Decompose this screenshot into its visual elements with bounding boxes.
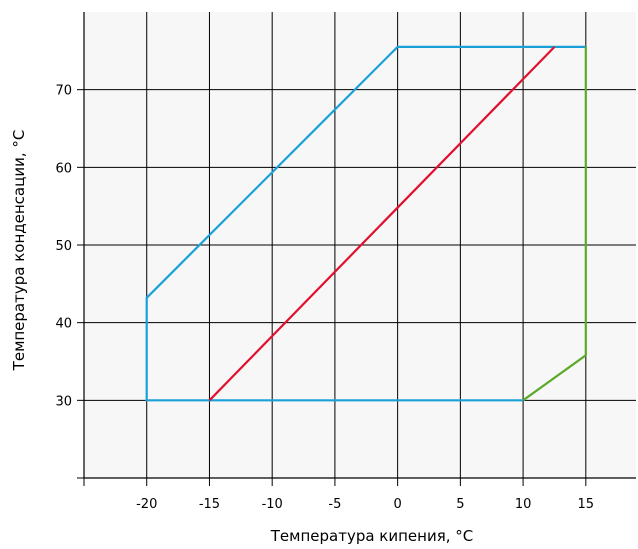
x-tick-label: 10 <box>515 497 532 512</box>
y-tick-labels: 30 40 50 60 70 <box>55 84 72 410</box>
x-tick-label: -15 <box>199 497 220 512</box>
x-tick-label: 0 <box>393 497 401 512</box>
y-tick-label: 60 <box>55 161 72 176</box>
x-tick-label: -5 <box>328 497 341 512</box>
x-axis-title: Температура кипения, °C <box>270 527 474 545</box>
series-line-3 <box>522 46 587 402</box>
x-tick-label: 15 <box>578 497 595 512</box>
y-axis-title: Температура конденсации, °C <box>10 130 28 372</box>
y-tick-label: 70 <box>55 84 72 99</box>
y-tick-label: 50 <box>55 239 72 254</box>
y-tick-label: 40 <box>55 317 72 332</box>
x-tick-label: 5 <box>456 497 464 512</box>
x-tick-labels: -20 -15 -10 -5 0 5 10 15 <box>136 497 594 512</box>
y-tick-label: 30 <box>55 394 72 409</box>
x-tick-label: -10 <box>262 497 283 512</box>
x-tick-label: -20 <box>136 497 157 512</box>
series-line-2 <box>208 46 556 402</box>
series-line-1 <box>145 45 586 402</box>
series-group <box>145 45 587 402</box>
tick-marks <box>77 89 587 486</box>
